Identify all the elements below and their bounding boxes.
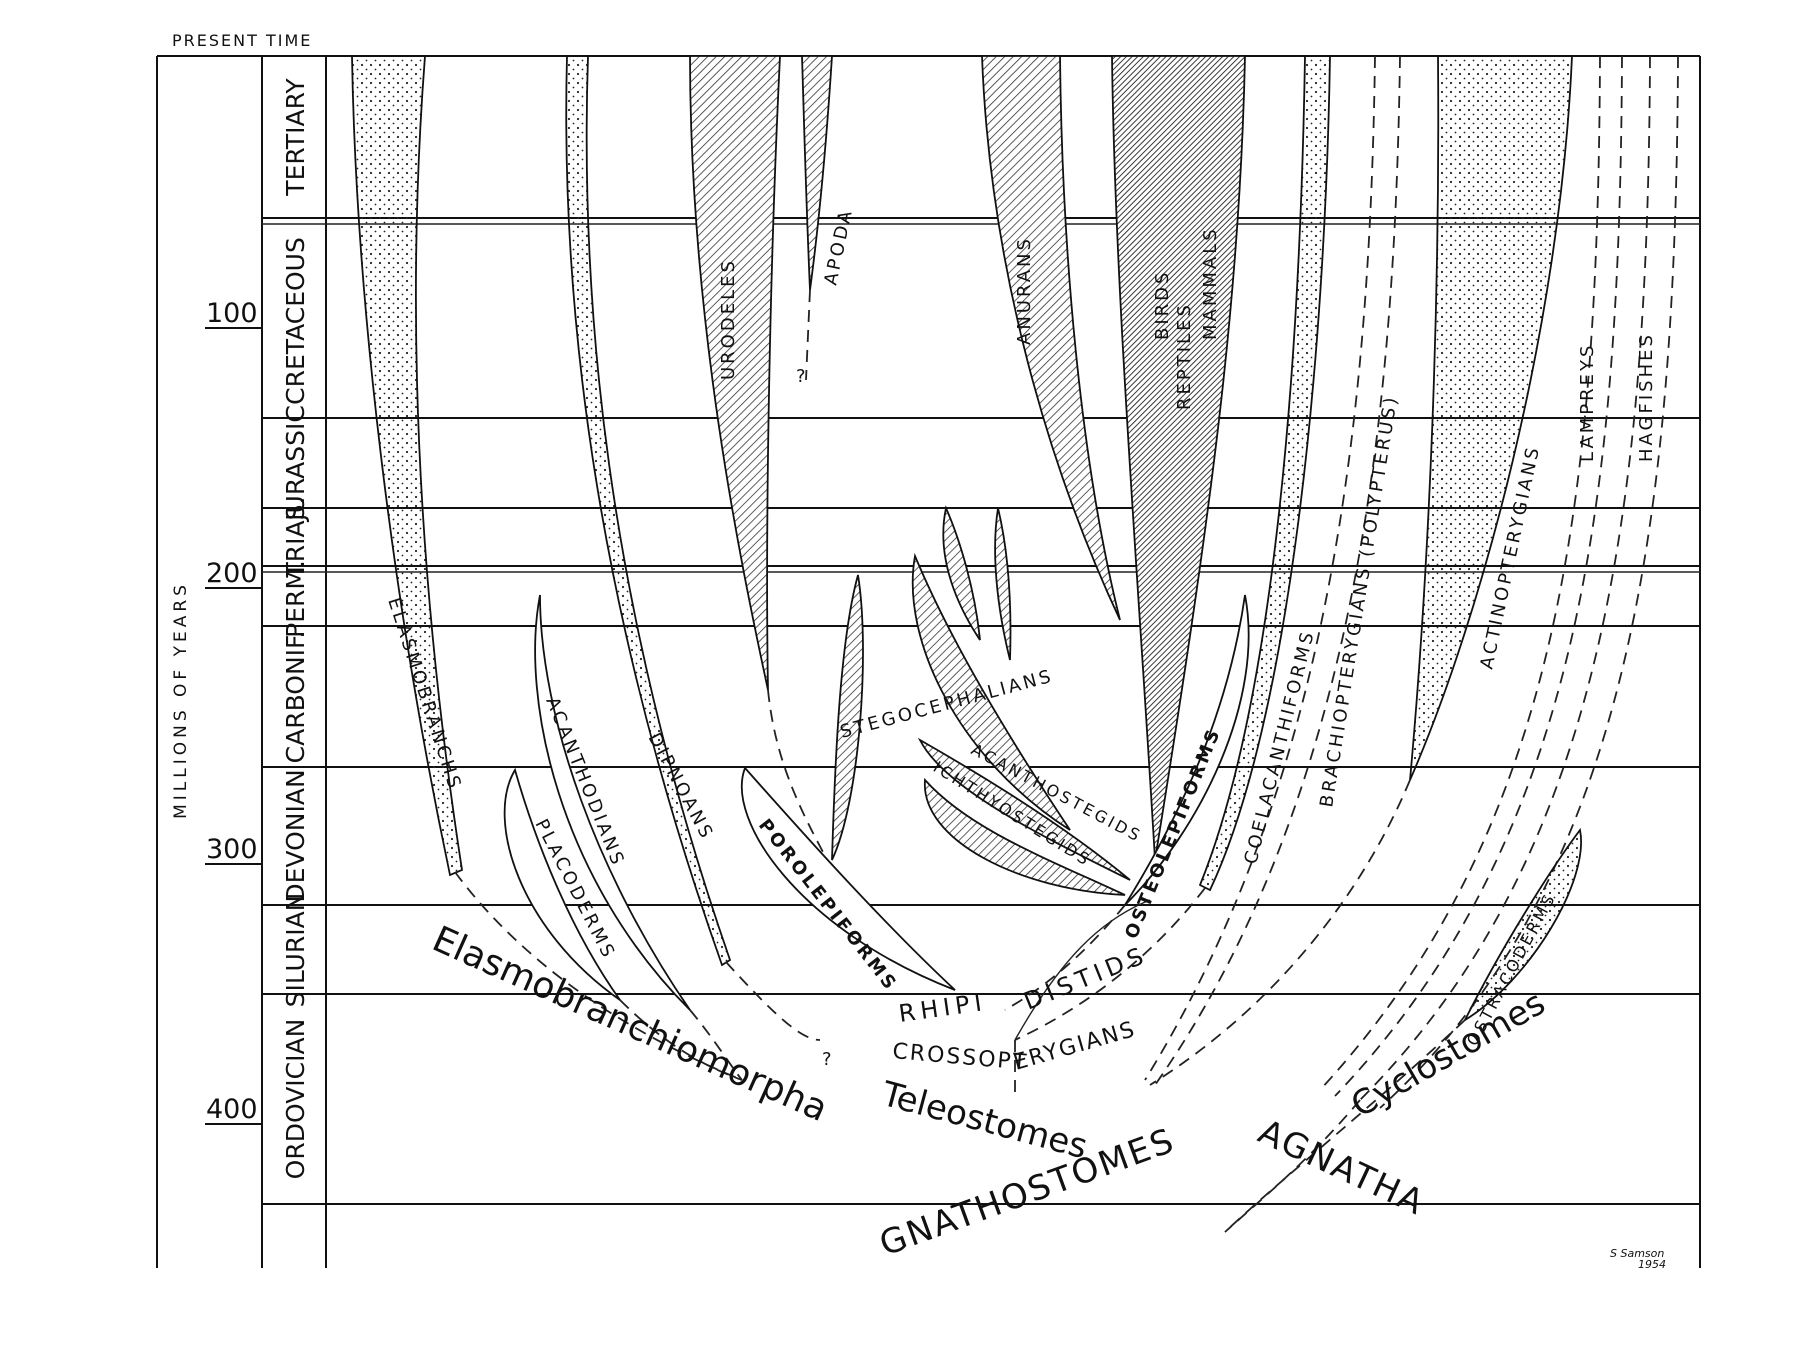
ostracoderms-branch bbox=[1224, 1019, 1466, 1233]
elasmobranchs-branch bbox=[454, 871, 743, 1081]
lampreys-shape bbox=[1319, 55, 1601, 1091]
anurans-shape bbox=[981, 55, 1121, 621]
label-elasmobranchiomorpha: Elasmobranchiomorpha bbox=[426, 919, 833, 1130]
ichthyostegids-shape bbox=[924, 777, 1126, 896]
axis-tick-400: 400 bbox=[206, 1094, 258, 1125]
actinopterygians-branch bbox=[1149, 779, 1411, 1086]
period-ordovician: ORDOVICIAN bbox=[281, 1019, 310, 1180]
coelacanthiforms-branch bbox=[1014, 887, 1206, 1041]
dipnoans-branch bbox=[725, 961, 821, 1041]
label-birds: BIRDS bbox=[1152, 270, 1173, 340]
hagfishes-shape bbox=[1359, 55, 1651, 1101]
label-cyclostomes: Cyclostomes bbox=[1345, 983, 1552, 1126]
apoda-branch bbox=[805, 289, 811, 381]
label-brachiopterygians: BRACHIOPTERYGIANS (POLYPTERUS) bbox=[1316, 393, 1402, 809]
actinopterygians-shape bbox=[1409, 55, 1573, 781]
elasmobranchs-shape bbox=[351, 55, 463, 877]
period-perm: PERM. bbox=[281, 560, 310, 638]
label-reptiles: REPTILES bbox=[1174, 302, 1195, 410]
rhipidistid-stem bbox=[1014, 899, 1151, 1041]
acanthostegids-shape bbox=[917, 737, 1131, 881]
porolepiform-leaf bbox=[831, 574, 864, 861]
question-mark-apoda: ? bbox=[796, 366, 806, 387]
apoda-shape bbox=[801, 55, 833, 291]
label-rhipidistids-b: DISTIDS bbox=[1020, 940, 1152, 1015]
label-mammals: MAMMALS bbox=[1200, 226, 1221, 340]
placoderms-shape bbox=[503, 767, 621, 1001]
period-tertiary: TERTIARY bbox=[281, 78, 310, 197]
period-trias: TRIAS. bbox=[281, 497, 310, 579]
brachiopterygians-shape bbox=[1144, 55, 1376, 1081]
label-crossopterygians-b: ERYGIANS bbox=[1011, 1017, 1139, 1076]
placoderms-branch bbox=[619, 999, 743, 1081]
label-crossopterygians-a: CROSSOPT bbox=[891, 1039, 1029, 1076]
period-silurian: SILURIAN bbox=[281, 893, 310, 1008]
question-mark-dipnoans: ? bbox=[822, 1049, 832, 1070]
present-time-label: PRESENT TIME bbox=[172, 31, 312, 50]
urodeles-branch bbox=[767, 689, 831, 866]
urodeles-shape bbox=[689, 55, 781, 691]
dipnoans-shape bbox=[565, 55, 732, 967]
lineage-shapes bbox=[351, 55, 1679, 1233]
acanthodians-branch bbox=[689, 1009, 743, 1081]
axis-tick-300: 300 bbox=[206, 834, 258, 865]
label-urodeles: URODELES bbox=[718, 258, 739, 380]
stegocephalians-leaf-3 bbox=[994, 507, 1012, 661]
signature: S Samson 1954 bbox=[1610, 1247, 1666, 1271]
signature-year: 1954 bbox=[1638, 1258, 1666, 1271]
axis-tick-100: 100 bbox=[206, 298, 258, 329]
period-labels: TERTIARY CRETACEOUS JURASSIC TRIAS. PERM… bbox=[281, 78, 310, 1180]
brachiopterygians-shape-2 bbox=[1154, 55, 1401, 1086]
lampreys-shape-2 bbox=[1334, 55, 1623, 1097]
stegocephalians-leaf-1 bbox=[911, 552, 1071, 831]
period-jurassic: JURASSIC bbox=[281, 405, 310, 523]
stegocephalians-leaf-2 bbox=[942, 505, 981, 641]
label-lampreys: LAMPREYS bbox=[1577, 343, 1598, 462]
ostracoderms-shape bbox=[1462, 827, 1582, 1023]
period-devonian: DEVONIAN bbox=[281, 769, 310, 902]
label-teleostomes: Teleostomes bbox=[877, 1074, 1092, 1167]
agnatha-branch bbox=[1224, 1099, 1361, 1233]
label-hagfishes: HAGFISHES bbox=[1636, 332, 1657, 462]
period-cretaceous: CRETACEOUS bbox=[281, 237, 310, 405]
label-anurans: ANURANS bbox=[1014, 236, 1035, 345]
axis-tick-200: 200 bbox=[206, 558, 258, 589]
axis-tick-marks bbox=[205, 327, 262, 1125]
porolepiforms-shape bbox=[740, 766, 956, 991]
period-carbonif: CARBONIF. bbox=[281, 631, 310, 764]
signature-name: S Samson bbox=[1610, 1247, 1664, 1260]
axis-title: MILLIONS OF YEARS bbox=[171, 581, 191, 819]
coelacanthiforms-shape bbox=[1198, 55, 1331, 892]
